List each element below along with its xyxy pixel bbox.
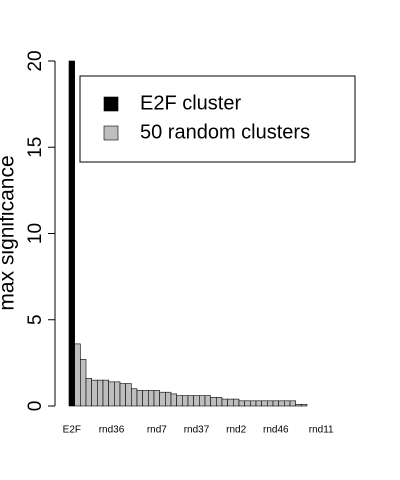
bar: [238, 400, 245, 407]
x-tick-label: rnd11: [309, 425, 334, 436]
bar: [227, 398, 234, 407]
x-tick-label: rnd46: [263, 425, 289, 436]
bar: [278, 400, 285, 407]
bar: [284, 400, 291, 407]
x-tick-label: rnd2: [226, 425, 246, 436]
bar: [267, 400, 274, 407]
bar: [272, 400, 279, 407]
bar: [216, 397, 223, 407]
bar: [131, 388, 138, 407]
y-tick-label: 20: [25, 50, 46, 71]
y-axis-label: max significance: [0, 155, 19, 310]
y-tick-label: 0: [25, 401, 46, 412]
bar: [68, 60, 75, 407]
x-tick-label: rnd7: [147, 425, 167, 436]
bar: [125, 383, 132, 407]
bar: [119, 383, 126, 407]
bar: [301, 403, 308, 407]
bar: [91, 379, 98, 407]
bar: [102, 379, 109, 407]
bar: [295, 403, 302, 407]
bar: [108, 381, 115, 407]
bar: [210, 397, 217, 407]
bar: [153, 390, 160, 407]
bar: [261, 400, 268, 407]
bar: [85, 378, 92, 407]
bar: [221, 398, 228, 407]
bar: [250, 400, 257, 407]
legend-label: E2F cluster: [140, 92, 241, 114]
bar: [142, 390, 149, 407]
bar: [187, 395, 194, 407]
bar: [170, 393, 177, 407]
bar: [97, 379, 104, 407]
bar: [233, 398, 240, 407]
legend-swatch: [103, 96, 119, 112]
legend-box: [79, 75, 356, 163]
bar: [289, 400, 296, 407]
legend-label: 50 random clusters: [140, 121, 310, 143]
bar: [114, 381, 121, 407]
bar: [148, 390, 155, 407]
y-tick-label: 15: [25, 137, 46, 158]
bar: [193, 395, 200, 407]
bar: [165, 391, 172, 407]
bar: [136, 390, 143, 407]
bar: [74, 343, 81, 407]
bar: [182, 395, 189, 407]
y-tick-label: 5: [25, 314, 46, 325]
x-tick-label: rnd36: [99, 425, 125, 436]
x-tick-label: E2F: [63, 425, 81, 436]
bar: [80, 359, 87, 407]
bar: [255, 400, 262, 407]
bar: [244, 400, 251, 407]
bar: [159, 391, 166, 407]
bar: [204, 395, 211, 407]
bar: [199, 395, 206, 407]
bar: [176, 395, 183, 407]
y-tick-label: 10: [25, 223, 46, 244]
legend-swatch: [103, 125, 119, 141]
x-tick-label: rnd37: [184, 425, 210, 436]
